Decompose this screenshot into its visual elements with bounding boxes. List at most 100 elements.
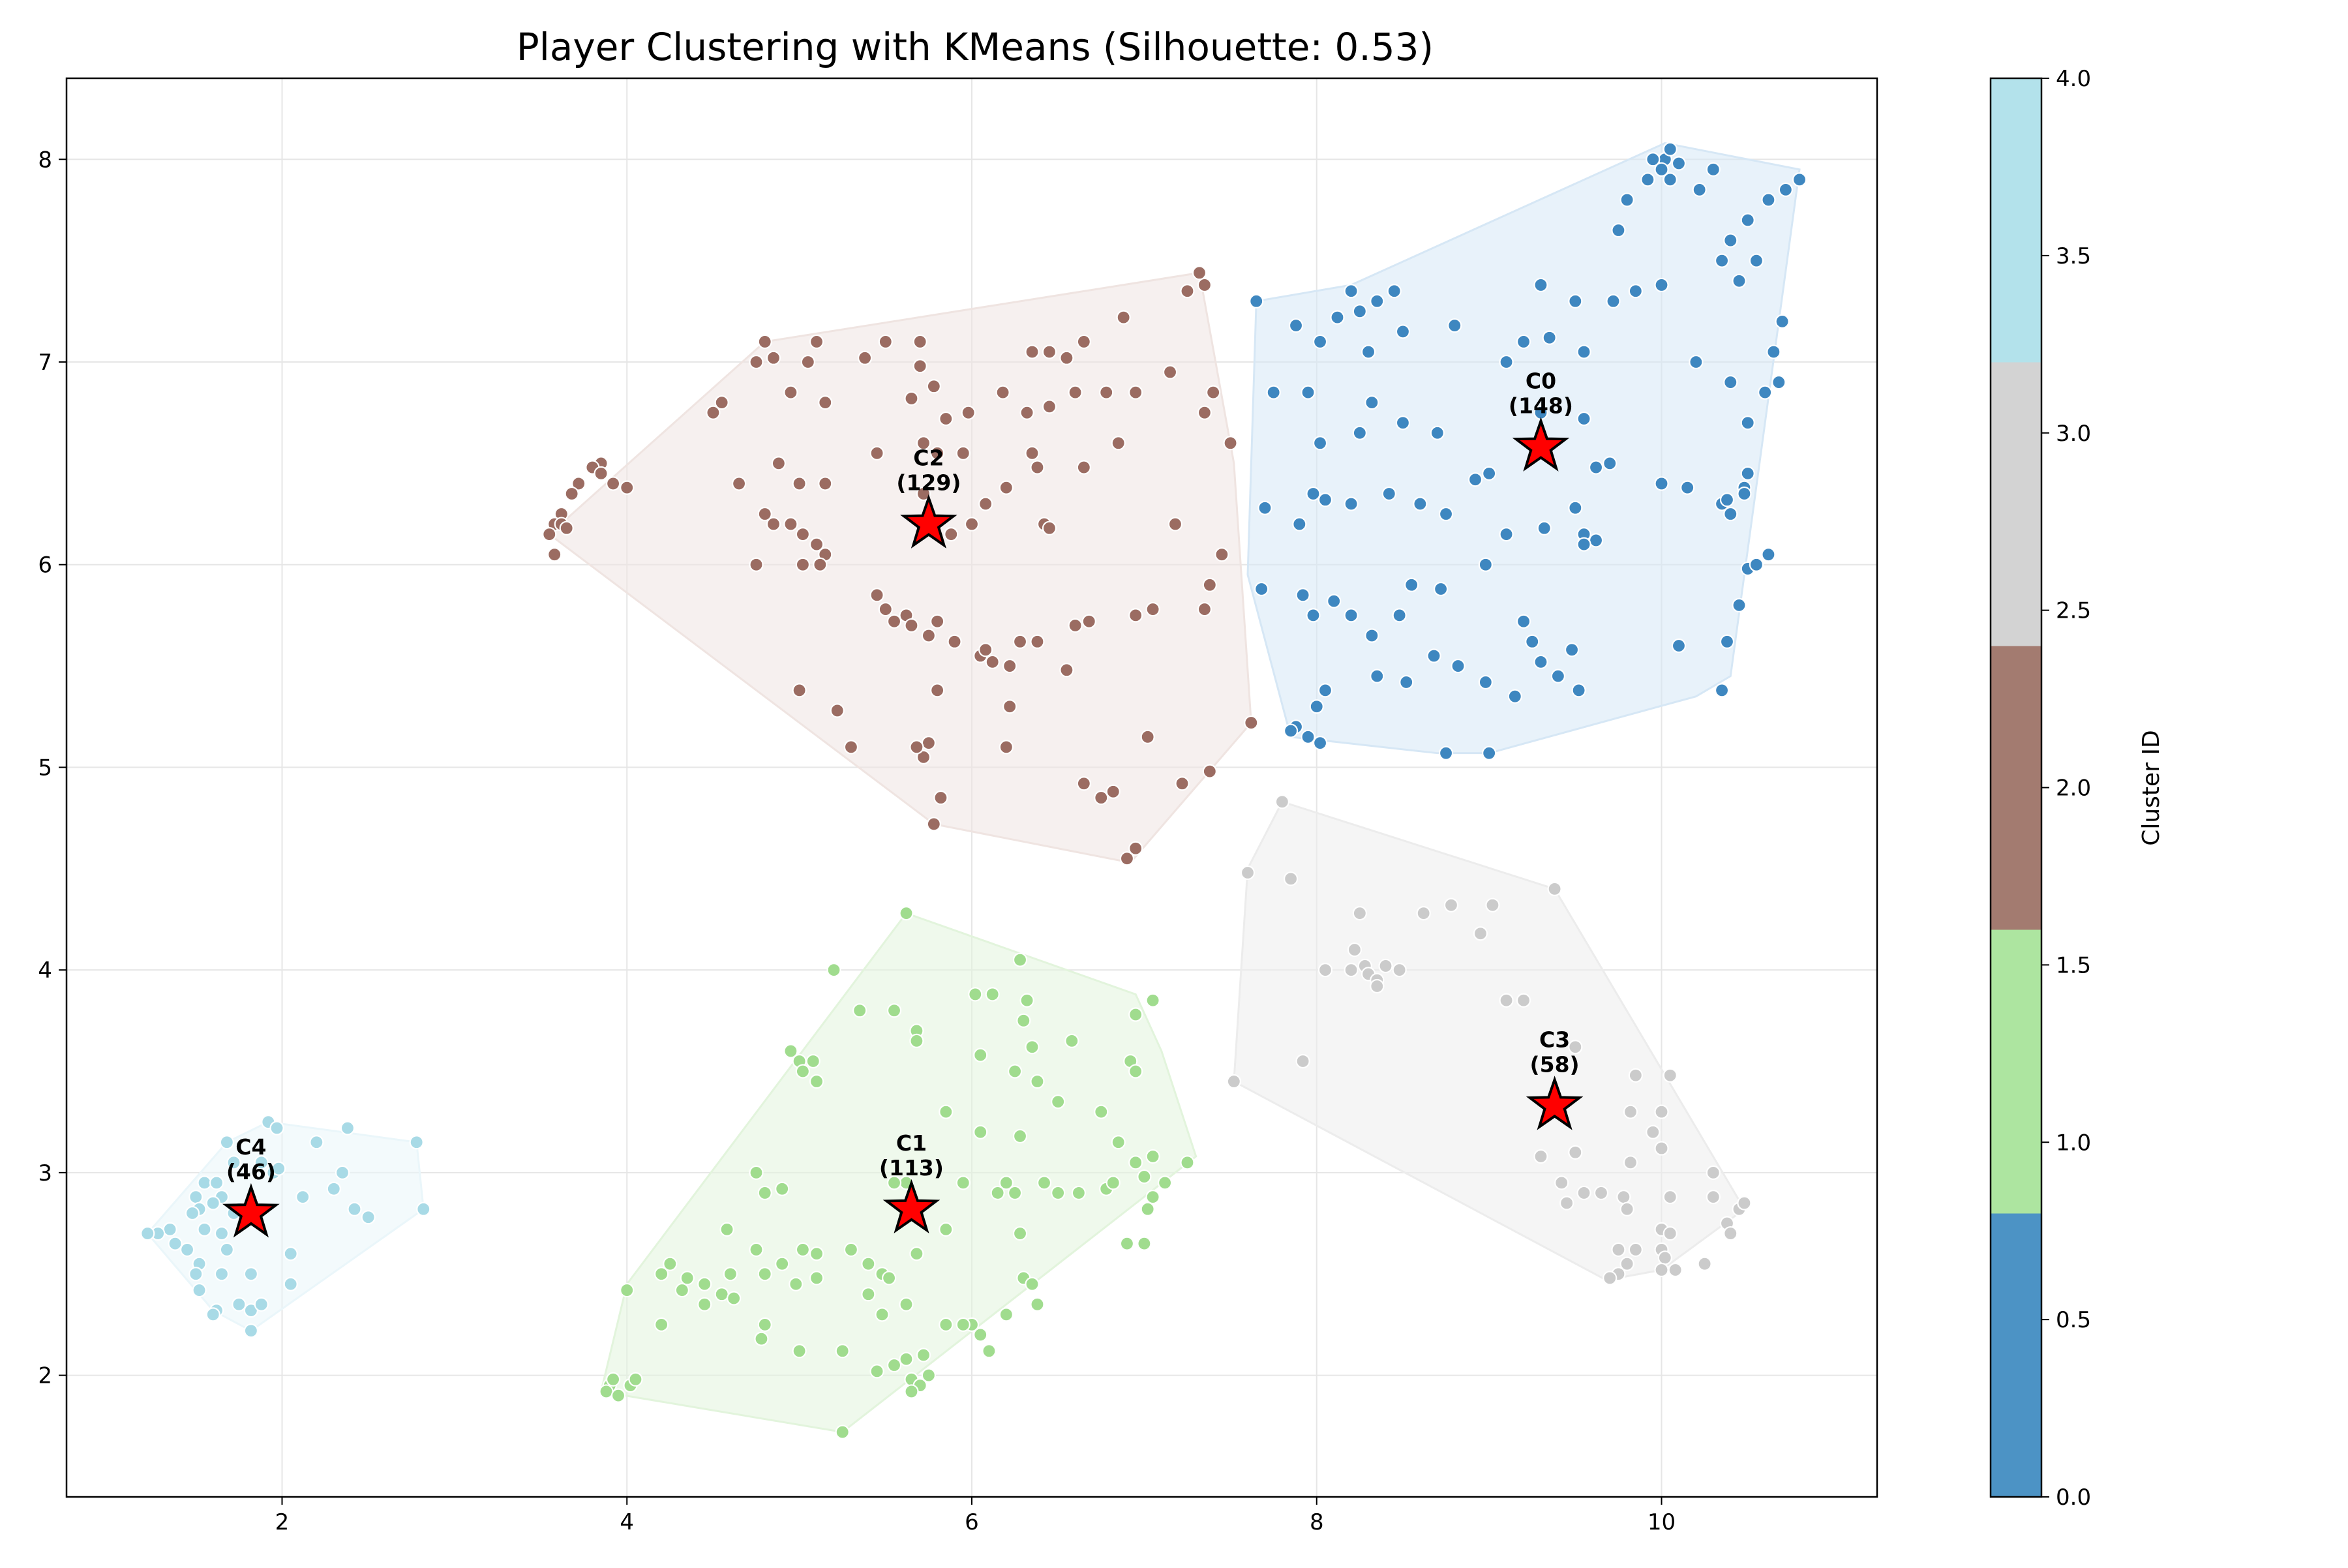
cluster-1-point	[599, 1384, 614, 1399]
cluster-0-point	[1576, 411, 1591, 427]
point-layer	[140, 142, 1807, 1440]
cluster-1-point	[1030, 1074, 1045, 1089]
cluster-2-point	[1116, 310, 1131, 325]
cluster-0-point	[1306, 486, 1321, 502]
cluster-2-point	[800, 354, 815, 370]
cluster-2-point	[706, 405, 721, 420]
cluster-0-point	[1663, 172, 1678, 187]
cluster-2-point	[809, 537, 824, 552]
cluster-4-centroid-label: C4	[235, 1134, 266, 1160]
cluster-1-centroid-label: C1	[896, 1130, 927, 1156]
cluster-0-point	[1706, 162, 1721, 177]
cluster-0-point	[1306, 608, 1321, 623]
colorbar-tick-label: 1.5	[2056, 952, 2091, 978]
cluster-2-point	[1042, 520, 1057, 535]
cluster-2-point	[830, 703, 845, 718]
cluster-2-point	[771, 456, 786, 471]
cluster-0-point	[1533, 654, 1548, 669]
cluster-3-point	[1226, 1074, 1241, 1089]
cluster-0-point	[1330, 310, 1345, 325]
cluster-3-point	[1576, 1185, 1591, 1201]
cluster-2-point	[1059, 350, 1074, 365]
cluster-2-point	[926, 817, 941, 832]
cluster-1-point	[1019, 993, 1034, 1008]
cluster-1-point	[663, 1256, 678, 1271]
cluster-1-point	[1145, 993, 1160, 1008]
cluster-1-point	[1137, 1169, 1152, 1184]
cluster-0-point	[1507, 689, 1522, 704]
cluster-1-point	[1145, 1149, 1160, 1164]
cluster-1-point	[973, 1327, 988, 1342]
cluster-0-point	[1771, 374, 1786, 390]
cluster-2-point	[1214, 547, 1229, 562]
cluster-0-point	[1266, 385, 1281, 400]
y-tick-label: 6	[38, 552, 52, 579]
cluster-2-point	[620, 480, 635, 495]
cluster-2-point	[985, 654, 1000, 669]
cluster-1-point	[727, 1291, 742, 1306]
cluster-4-point	[283, 1276, 298, 1291]
cluster-0-point	[1692, 182, 1707, 197]
cluster-2-centroid-count: (129)	[896, 470, 961, 496]
cluster-3-point	[1663, 1190, 1678, 1205]
cluster-0-point	[1426, 648, 1441, 663]
cluster-2-point	[930, 614, 945, 629]
cluster-0-point	[1737, 486, 1752, 502]
cluster-0-point	[1361, 344, 1376, 359]
cluster-4-point	[416, 1201, 431, 1216]
cluster-0-point	[1438, 506, 1454, 522]
cluster-0-point	[1309, 699, 1324, 714]
cluster-0-point	[1714, 253, 1730, 268]
cluster-1-point	[916, 1348, 931, 1363]
cluster-1-point	[757, 1267, 772, 1282]
cluster-1-point	[749, 1165, 764, 1180]
cluster-0-point	[1516, 614, 1531, 629]
cluster-1-point	[869, 1364, 884, 1379]
cluster-1-point	[1180, 1155, 1195, 1170]
cluster-1-point	[1128, 1007, 1143, 1022]
cluster-2-point	[878, 334, 893, 350]
cluster-2-point	[995, 385, 1010, 400]
cluster-1-point	[1119, 1236, 1135, 1251]
cluster-0-centroid-star	[1512, 417, 1570, 472]
cluster-1-point	[1137, 1236, 1152, 1251]
cluster-4-point	[185, 1205, 200, 1221]
cluster-4-point	[188, 1267, 203, 1282]
cluster-1-point	[1064, 1033, 1079, 1048]
cluster-2-point	[809, 334, 824, 350]
cluster-4-point	[269, 1121, 284, 1136]
cluster-2-point	[594, 466, 609, 481]
cluster-1-point	[909, 1246, 924, 1261]
cluster-2-point	[605, 476, 621, 491]
cluster-0-point	[1364, 395, 1379, 410]
cluster-2-point	[749, 354, 764, 370]
cluster-0-point	[1327, 594, 1342, 609]
cluster-3-point	[1668, 1262, 1683, 1278]
cluster-1-point	[749, 1242, 764, 1258]
cluster-3-point	[1646, 1124, 1661, 1139]
cluster-2-point	[714, 395, 729, 410]
cluster-2-point	[926, 379, 941, 394]
cluster-1-centroid-count: (113)	[879, 1155, 944, 1181]
cluster-2-point	[1128, 608, 1143, 623]
cluster-1-point	[754, 1331, 769, 1346]
cluster-3-point	[1295, 1053, 1310, 1069]
cluster-0-point	[1775, 314, 1790, 329]
x-tick-label: 10	[1648, 1509, 1676, 1535]
cluster-2-point	[1202, 764, 1217, 779]
cluster-4-point	[326, 1181, 341, 1196]
cluster-0-point	[1295, 588, 1310, 603]
cluster-2-point	[978, 642, 993, 657]
cluster-3-point	[1392, 963, 1407, 978]
cluster-1-point	[835, 1344, 850, 1359]
cluster-0-point	[1482, 746, 1497, 761]
cluster-2-point	[1002, 699, 1017, 714]
cluster-0-point	[1778, 182, 1793, 197]
cluster-2-point	[909, 740, 924, 755]
cluster-1-point	[714, 1287, 729, 1302]
cluster-0-point	[1395, 415, 1411, 430]
cluster-1-point	[809, 1271, 824, 1286]
cluster-2-point	[1119, 851, 1135, 866]
cluster-2-point	[757, 334, 772, 350]
